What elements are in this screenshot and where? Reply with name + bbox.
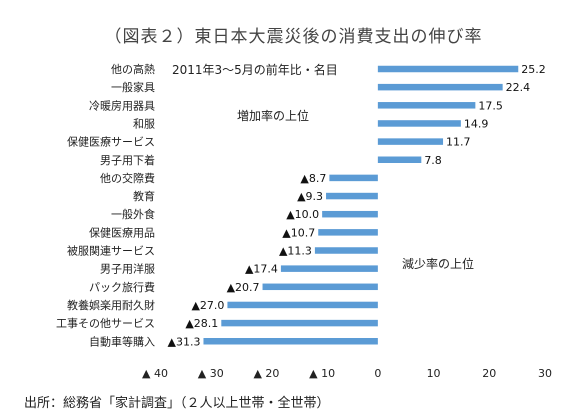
x-tick-label: ▲ 20	[253, 367, 279, 380]
category-label: 冷暖房用器具	[89, 99, 155, 112]
x-tick-label: 20	[482, 367, 496, 380]
bar	[377, 120, 461, 127]
chart-title: （図表２）東日本大震災後の消費支出の伸び率	[104, 27, 483, 47]
category-label: 自動車等購入	[89, 334, 155, 348]
category-label: 和服	[133, 117, 155, 130]
data-label: ▲8.7	[300, 172, 326, 185]
data-label: ▲20.7	[227, 281, 260, 294]
period-annotation: 2011年3～5月の前年比・名目	[172, 62, 338, 77]
bar	[221, 319, 378, 327]
bar	[262, 283, 378, 291]
category-label: 教養娯楽用耐久財	[67, 298, 155, 312]
data-label: 14.9	[464, 117, 489, 130]
category-label: 保健医療サービス	[67, 135, 155, 149]
x-tick-label: ▲ 30	[198, 367, 224, 380]
category-label: 男子用下着	[100, 153, 155, 167]
bar	[377, 138, 444, 145]
data-label: 7.8	[424, 154, 442, 167]
bar	[326, 192, 378, 200]
x-tick-label: 10	[427, 367, 441, 380]
data-label: ▲27.0	[191, 299, 224, 312]
data-label: 11.7	[446, 136, 471, 149]
bar	[318, 229, 378, 236]
bar	[314, 247, 378, 254]
category-label: 一般外食	[111, 207, 155, 221]
bar	[322, 210, 378, 218]
increase-annotation: 増加率の上位	[237, 108, 309, 123]
x-tick-label: 0	[374, 367, 381, 380]
category-label: 教育	[133, 189, 155, 203]
period-label-bg	[168, 62, 362, 78]
x-tick-label: 30	[538, 367, 552, 380]
category-label: 男子用洋服	[100, 262, 155, 276]
bar	[329, 174, 378, 182]
category-label: 工事その他サービス	[56, 317, 155, 330]
data-label: 17.5	[478, 99, 503, 112]
bar	[203, 338, 378, 345]
bar	[377, 156, 422, 163]
x-tick-label: ▲ 10	[309, 367, 335, 380]
decrease-annotation: 減少率の上位	[402, 256, 474, 271]
bar	[227, 301, 378, 309]
data-label: ▲11.3	[279, 245, 312, 258]
category-label: 他の高熱	[111, 62, 155, 76]
data-label: ▲28.1	[185, 317, 218, 330]
category-label: 一般家具	[111, 80, 155, 94]
data-label: ▲10.7	[282, 226, 315, 239]
x-tick-label: ▲ 40	[142, 367, 168, 380]
data-label: 25.2	[521, 63, 546, 76]
bar	[377, 83, 503, 91]
category-label: パック旅行費	[89, 280, 155, 294]
bar	[377, 65, 519, 73]
data-label: ▲10.0	[286, 208, 319, 221]
data-label: 22.4	[506, 81, 530, 94]
source-note: 出所：総務省「家計調査」（２人以上世帯・全世帯）	[24, 396, 330, 411]
data-label: ▲17.4	[245, 263, 278, 276]
category-label: 被服関連サービス	[67, 244, 155, 258]
data-label: ▲9.3	[297, 190, 323, 203]
bar	[280, 265, 378, 272]
bar	[377, 102, 476, 109]
category-label: 保健医療用品	[89, 225, 155, 239]
data-label: ▲31.3	[168, 335, 201, 348]
category-label: 他の交際費	[100, 171, 155, 185]
